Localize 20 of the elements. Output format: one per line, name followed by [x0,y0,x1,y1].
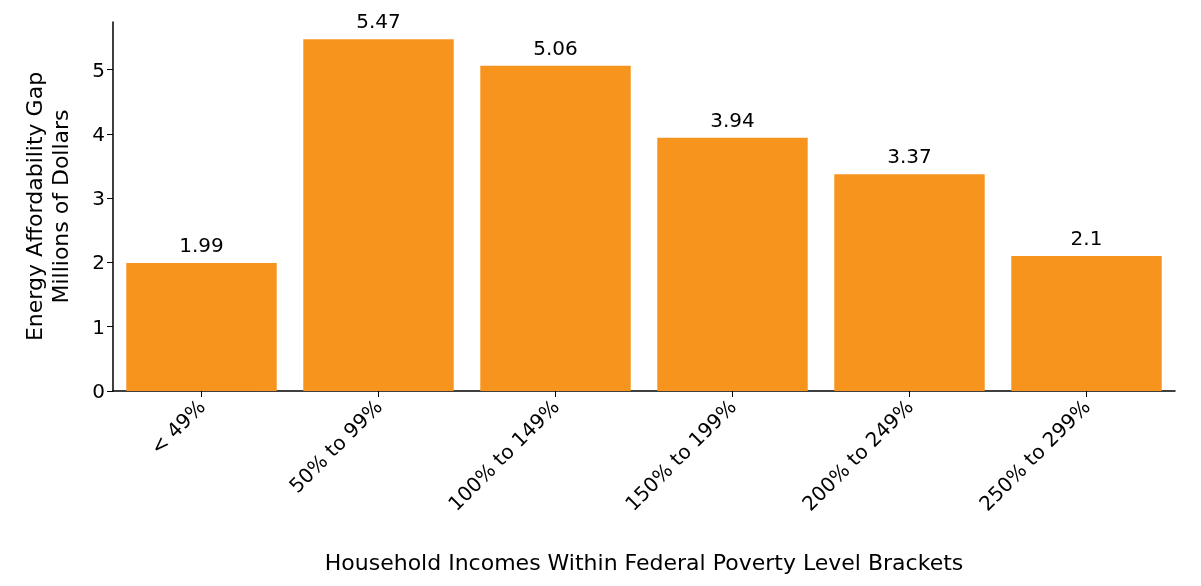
data-label: 2.1 [1070,226,1103,250]
bar [657,137,808,391]
bar [480,65,631,391]
bar [126,263,277,391]
bar [834,174,985,391]
y-tick-label: 2 [92,250,105,275]
y-tick-label: 5 [92,57,105,82]
y-tick-label: 1 [92,314,105,339]
data-label: 1.99 [179,233,224,258]
y-tick-label: 4 [92,121,105,146]
data-label: 3.37 [887,144,932,169]
bar [1011,256,1162,391]
bar [303,39,454,391]
y-axis-title: Energy Affordability Gap Millions of Dollars [21,71,73,342]
x-axis-title: Household Incomes Within Federal Poverty Level Brackets [324,549,964,575]
y-tick-label: 3 [92,186,105,211]
data-label: 3.94 [710,107,755,132]
data-label: 5.47 [356,9,401,34]
data-label: 5.06 [533,35,578,60]
y-tick-label: 0 [92,379,105,403]
